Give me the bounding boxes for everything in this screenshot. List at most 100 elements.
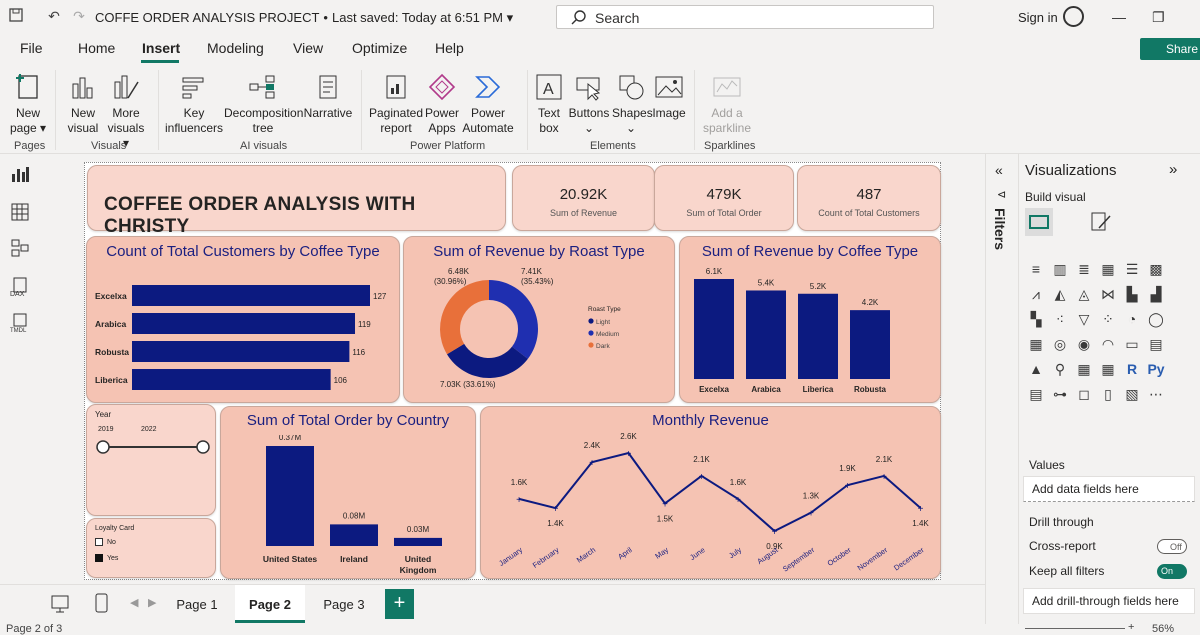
chart-revenue-by-coffee-type[interactable]: Sum of Revenue by Coffee Type 6.1K Excelx… [679,236,941,403]
paginated-visual-icon[interactable]: ▧ [1125,386,1139,402]
decomposition-visual-icon[interactable]: ⊶ [1053,386,1067,402]
checkbox-unchecked-icon[interactable] [95,538,103,546]
power-automate-button[interactable]: Power Automate [462,72,514,136]
r-visual-visual-icon[interactable]: R [1126,361,1138,377]
scroll-left-icon[interactable]: ◀ [130,597,139,609]
search-input[interactable]: Search [556,5,934,29]
kpi-card-total-order[interactable]: 479K Sum of Total Order [654,165,794,231]
restore-icon[interactable]: ❐ [1152,9,1165,25]
new-visual-button[interactable]: New visual [64,72,102,136]
card-visual-icon[interactable]: ▭ [1125,336,1139,352]
clustered-bar-visual-icon[interactable]: ≣ [1078,261,1090,277]
stacked-column-visual-icon[interactable]: ▥ [1053,261,1067,277]
funnel-visual-icon[interactable]: ▽ [1078,311,1090,327]
avatar-icon[interactable] [1063,6,1084,27]
gauge-visual-icon[interactable]: ◠ [1101,336,1115,352]
chart-monthly-revenue[interactable]: Monthly Revenue +1.6K January +1.4K Februar… [480,406,941,579]
chart-customers-by-coffee-type[interactable]: Count of Total Customers by Coffee Type … [86,236,400,403]
keep-filters-toggle[interactable]: On [1157,564,1187,579]
slicer-visual-icon[interactable]: ⚲ [1054,361,1066,377]
tab-insert[interactable]: Insert [142,40,181,56]
decomposition-tree-button[interactable]: Decomposition tree [224,72,303,136]
slider-handle-start[interactable] [96,440,110,454]
collapse-pane-icon[interactable]: » [1169,161,1178,178]
clustered-column-visual-icon[interactable]: ▦ [1101,261,1115,277]
report-view-icon[interactable] [10,164,30,184]
more-visuals-button[interactable]: More visuals ▾ [104,72,148,151]
undo-icon[interactable]: ↶ [48,8,60,24]
stacked-area-visual-icon[interactable]: ◬ [1078,286,1090,302]
shapes-button[interactable]: Shapes ⌄ [612,72,653,136]
paginated-report-button[interactable]: Paginated report [368,72,424,136]
filled-map-visual-icon[interactable]: ◉ [1077,336,1091,352]
loyalty-card-slicer[interactable]: Loyalty Card No Yes [86,518,216,578]
share-button[interactable]: Share [1140,38,1200,60]
python-visual-visual-icon[interactable]: Py [1147,361,1165,377]
key-influencers-visual-icon[interactable]: ▤ [1029,386,1043,402]
multi-row-card-visual-icon[interactable]: ▤ [1149,336,1163,352]
document-title[interactable]: COFFE ORDER ANALYSIS PROJECT • Last saved:… [95,10,514,25]
tab-optimize[interactable]: Optimize [352,40,408,56]
slider-handle-end[interactable] [196,440,210,454]
waterfall-visual-icon[interactable]: ▙ [1126,286,1138,302]
scatter-ribbon-visual-icon[interactable]: ⁖ [1055,311,1065,327]
checkbox-checked-icon[interactable] [95,554,103,562]
stacked-bar-visual-icon[interactable]: ≡ [1031,261,1041,277]
report-canvas[interactable]: COFFEE ORDER ANALYSIS WITH CHRISTY 20.92… [84,162,941,580]
buttons-button[interactable]: Buttons ⌄ [566,72,612,136]
treemap-visual-icon[interactable]: ▦ [1029,336,1043,352]
more-visual-icon[interactable]: ⋯ [1149,386,1163,402]
matrix-visual-icon[interactable]: ▦ [1101,361,1115,377]
line-column-visual-icon[interactable]: ▟ [1150,286,1162,302]
page-tab-2[interactable]: Page 2 [235,585,305,623]
zoom-level[interactable]: 56% [1152,623,1175,635]
image-button[interactable]: Image [650,72,688,121]
donut-visual-icon[interactable]: ◯ [1148,311,1164,327]
tab-home[interactable]: Home [78,40,116,56]
filters-pane-collapsed[interactable]: « ⊲ Filters [985,154,1019,624]
page-tab-1[interactable]: Page 1 [176,597,218,612]
100-column-visual-icon[interactable]: ▩ [1149,261,1163,277]
power-apps-button[interactable]: Power Apps [424,72,460,136]
minimize-icon[interactable]: — [1112,9,1126,25]
table-view-icon[interactable] [10,202,30,222]
fit-page-icon[interactable] [50,594,70,619]
ribbon-visual-icon[interactable]: ⋈ [1101,286,1115,302]
narrative-button[interactable]: Narrative [302,72,354,121]
save-icon[interactable] [8,8,24,24]
page-tab-3[interactable]: Page 3 [323,597,365,612]
drill-through-field-well[interactable]: Add drill-through fields here [1023,588,1195,614]
tab-view[interactable]: View [293,40,324,56]
slicer-option-yes[interactable]: Yes [95,554,118,562]
year-slicer[interactable]: Year 2019 2022 [86,404,216,516]
key-influencers-button[interactable]: Key influencers [164,72,224,136]
sign-in-link[interactable]: Sign in [1018,10,1058,25]
narrative-visual-icon[interactable]: ▯ [1104,386,1112,402]
expand-filters-icon[interactable]: « [995,162,1003,178]
chart-revenue-by-roast-type[interactable]: Sum of Revenue by Roast Type 6.48K (30.96… [403,236,675,403]
map-visual-icon[interactable]: ◎ [1053,336,1067,352]
table-visual-icon[interactable]: ▦ [1077,361,1091,377]
line-visual-icon[interactable]: ⩘ [1032,286,1040,302]
redo-icon[interactable]: ↷ [73,8,85,24]
range-slider[interactable] [87,435,217,465]
format-visual-tab-icon[interactable] [1089,210,1113,239]
tab-help[interactable]: Help [435,40,464,56]
line-clustered-visual-icon[interactable]: ▚ [1030,311,1042,327]
mobile-layout-icon[interactable] [94,592,110,619]
zoom-slider[interactable] [1025,628,1125,629]
kpi-card-revenue[interactable]: 20.92K Sum of Revenue [512,165,655,231]
dax-query-view-icon[interactable]: DAX [10,276,30,298]
chart-total-order-by-country[interactable]: Sum of Total Order by Country 0.37M Unite… [220,406,476,579]
qa-visual-icon[interactable]: ◻ [1078,386,1090,402]
scroll-right-icon[interactable]: ▶ [148,597,157,609]
model-view-icon[interactable] [10,238,30,258]
values-field-well[interactable]: Add data fields here [1023,476,1195,502]
zoom-in-icon[interactable]: + [1128,621,1135,633]
tab-modeling[interactable]: Modeling [207,40,264,56]
slicer-option-no[interactable]: No [95,538,116,546]
cross-report-toggle[interactable]: Off [1157,539,1187,554]
text-box-button[interactable]: A Text box [534,72,564,136]
build-visual-tab-icon[interactable] [1025,208,1053,236]
title-card[interactable]: COFFEE ORDER ANALYSIS WITH CHRISTY [87,165,506,237]
